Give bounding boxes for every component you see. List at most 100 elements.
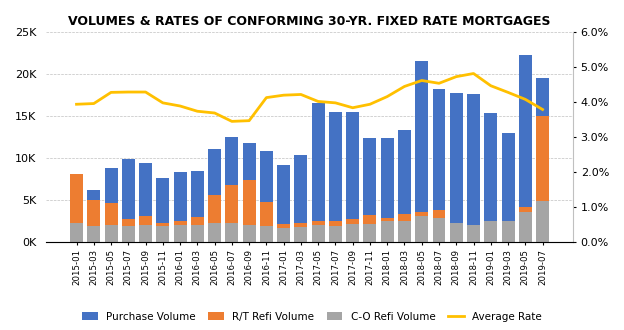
Bar	[295, 227, 308, 242]
Bar	[432, 210, 446, 242]
Bar	[122, 226, 135, 242]
Average Rate	[401, 84, 408, 88]
Bar	[536, 78, 549, 242]
Bar	[70, 223, 83, 242]
Bar	[277, 228, 290, 242]
Title: VOLUMES & RATES OF CONFORMING 30-YR. FIXED RATE MORTGAGES: VOLUMES & RATES OF CONFORMING 30-YR. FIX…	[68, 15, 551, 28]
Average Rate	[211, 111, 218, 115]
Bar	[312, 103, 324, 242]
Bar	[415, 61, 428, 242]
Bar	[346, 219, 359, 242]
Bar	[432, 218, 446, 242]
Bar	[277, 165, 290, 242]
Bar	[502, 133, 515, 242]
Bar	[536, 116, 549, 242]
Bar	[122, 159, 135, 242]
Average Rate	[177, 104, 184, 108]
Bar	[432, 89, 446, 242]
Average Rate	[418, 79, 426, 82]
Bar	[225, 223, 238, 242]
Bar	[191, 217, 204, 242]
Bar	[398, 220, 411, 242]
Bar	[398, 130, 411, 242]
Bar	[260, 226, 273, 242]
Bar	[225, 184, 238, 242]
Bar	[87, 189, 100, 242]
Bar	[243, 143, 256, 242]
Bar	[381, 218, 394, 242]
Average Rate	[142, 90, 149, 94]
Average Rate	[470, 72, 477, 76]
Bar	[467, 94, 480, 242]
Average Rate	[280, 93, 288, 97]
Average Rate	[314, 99, 322, 103]
Average Rate	[107, 90, 115, 94]
Bar	[260, 202, 273, 242]
Average Rate	[90, 102, 97, 106]
Bar	[157, 178, 169, 242]
Average Rate	[125, 90, 132, 94]
Bar	[105, 203, 117, 242]
Bar	[208, 195, 221, 242]
Line: Average Rate: Average Rate	[77, 74, 542, 121]
Bar	[243, 225, 256, 242]
Average Rate	[349, 106, 356, 110]
Bar	[208, 149, 221, 242]
Bar	[157, 226, 169, 242]
Average Rate	[436, 81, 443, 85]
Bar	[519, 212, 532, 242]
Average Rate	[487, 84, 495, 88]
Bar	[173, 221, 187, 242]
Bar	[502, 225, 515, 242]
Bar	[329, 226, 342, 242]
Bar	[398, 214, 411, 242]
Bar	[122, 219, 135, 242]
Bar	[157, 223, 169, 242]
Bar	[173, 172, 187, 242]
Bar	[415, 216, 428, 242]
Bar	[243, 180, 256, 242]
Bar	[484, 230, 497, 242]
Average Rate	[297, 92, 305, 96]
Bar	[70, 175, 83, 242]
Bar	[519, 55, 532, 242]
Average Rate	[452, 75, 460, 79]
Bar	[139, 216, 152, 242]
Bar	[312, 220, 324, 242]
Bar	[346, 113, 359, 242]
Bar	[105, 225, 117, 242]
Bar	[191, 225, 204, 242]
Average Rate	[73, 102, 80, 106]
Bar	[484, 113, 497, 242]
Bar	[70, 187, 83, 242]
Average Rate	[384, 95, 391, 99]
Bar	[277, 224, 290, 242]
Bar	[329, 113, 342, 242]
Average Rate	[228, 119, 236, 123]
Average Rate	[245, 119, 253, 123]
Bar	[415, 212, 428, 242]
Bar	[450, 223, 463, 242]
Bar	[312, 225, 324, 242]
Bar	[381, 138, 394, 242]
Bar	[87, 200, 100, 242]
Bar	[536, 201, 549, 242]
Bar	[173, 225, 187, 242]
Average Rate	[504, 90, 512, 94]
Bar	[295, 223, 308, 242]
Bar	[139, 225, 152, 242]
Bar	[364, 215, 376, 242]
Bar	[225, 137, 238, 242]
Bar	[467, 231, 480, 242]
Bar	[467, 225, 480, 242]
Bar	[105, 168, 117, 242]
Average Rate	[332, 101, 339, 105]
Bar	[364, 138, 376, 242]
Average Rate	[159, 101, 167, 105]
Bar	[260, 151, 273, 242]
Average Rate	[522, 97, 529, 101]
Bar	[450, 223, 463, 242]
Bar	[191, 171, 204, 242]
Bar	[364, 224, 376, 242]
Bar	[208, 223, 221, 242]
